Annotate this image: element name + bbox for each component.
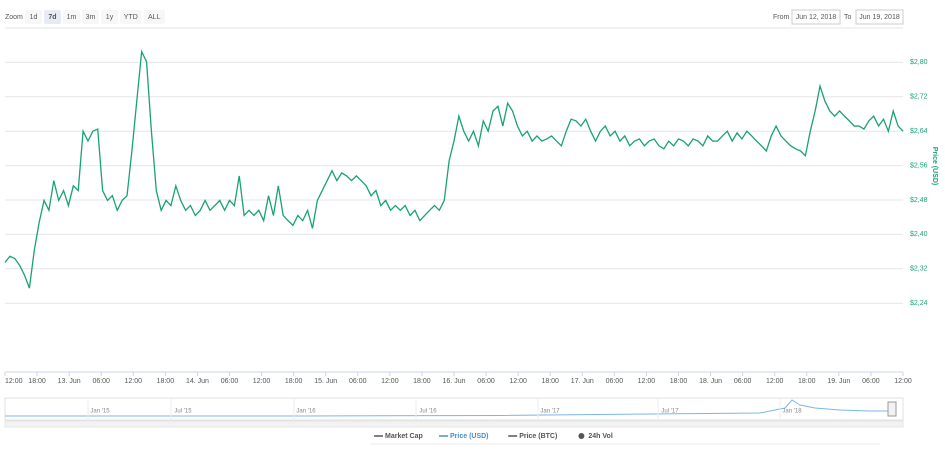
zoom-button-label: 1d	[30, 14, 38, 21]
zoom-button[interactable]	[120, 10, 142, 24]
y-tick-label: $2,32	[910, 266, 928, 273]
x-tick-label: 18:00	[28, 378, 46, 385]
y-tick-label: $2,24	[910, 300, 928, 307]
legend-label[interactable]: 24h Vol	[588, 433, 612, 440]
legend-label[interactable]: Price (USD)	[450, 433, 489, 440]
x-tick-label: 06:00	[92, 378, 110, 385]
zoom-button-label: 3m	[86, 14, 96, 21]
x-tick-label: 12:00	[509, 378, 527, 385]
zoom-button[interactable]	[63, 10, 80, 24]
zoom-button-label: YTD	[124, 14, 138, 21]
x-tick-label: 12:00	[894, 378, 912, 385]
x-tick-label: 06:00	[477, 378, 495, 385]
zoom-button-label: ALL	[148, 14, 161, 21]
legend-label[interactable]: Price (BTC)	[519, 433, 557, 440]
zoom-button-label: 1y	[106, 14, 114, 21]
from-input[interactable]	[791, 9, 841, 25]
navigator-label: Jan '18	[782, 409, 802, 415]
x-tick-label: 12:00	[5, 378, 23, 385]
price-line	[4, 49, 904, 289]
from-value: Jun 12, 2018	[796, 14, 837, 21]
x-tick-label: 06:00	[606, 378, 624, 385]
y-tick-label: $2,72	[910, 94, 928, 101]
zoom-button-label: 7d	[48, 14, 56, 21]
y-tick-label: $2,48	[910, 197, 928, 204]
navigator-label: Jan '17	[540, 409, 560, 415]
x-tick-label: 15. Jun	[314, 378, 337, 385]
x-tick-label: 18:00	[541, 378, 559, 385]
navigator-label: Jul '15	[174, 409, 192, 415]
legend-label[interactable]: Market Cap	[385, 433, 423, 440]
x-tick-label: 12:00	[638, 378, 656, 385]
navigator-label: Jan '15	[90, 409, 110, 415]
to-value: Jun 19, 2018	[859, 14, 900, 21]
zoom-button[interactable]	[44, 10, 61, 24]
x-tick-label: 12:00	[253, 378, 271, 385]
navigator-handle[interactable]	[887, 401, 897, 417]
x-tick-label: 19. Jun	[827, 378, 850, 385]
zoom-button-label: 1m	[67, 14, 77, 21]
from-label: From	[773, 14, 790, 21]
scrollbar[interactable]	[4, 420, 904, 428]
x-tick-label: 18:00	[157, 378, 175, 385]
zoom-button[interactable]	[82, 10, 99, 24]
x-tick-label: 18:00	[413, 378, 431, 385]
x-tick-label: 17. Jun	[571, 378, 594, 385]
x-tick-label: 18:00	[670, 378, 688, 385]
navigator-line	[5, 399, 890, 417]
x-tick-label: 16. Jun	[443, 378, 466, 385]
navigator-label: Jul '17	[661, 409, 679, 415]
legend-symbol	[578, 433, 585, 439]
x-tick-label: 12:00	[381, 378, 399, 385]
navigator-label: Jul '16	[419, 409, 437, 415]
zoom-button[interactable]	[101, 10, 118, 24]
x-tick-label: 12:00	[766, 378, 784, 385]
to-input[interactable]	[855, 9, 904, 25]
x-tick-label: 18:00	[285, 378, 303, 385]
x-tick-label: 06:00	[862, 378, 880, 385]
x-tick-label: 12:00	[125, 378, 143, 385]
y-tick-label: $2,40	[910, 231, 928, 238]
x-tick-label: 06:00	[734, 378, 752, 385]
x-tick-label: 06:00	[349, 378, 367, 385]
zoom-label: Zoom	[5, 14, 23, 21]
x-tick-label: 06:00	[221, 378, 239, 385]
navigator-label: Jan '16	[296, 409, 316, 415]
x-tick-label: 18:00	[798, 378, 816, 385]
zoom-button[interactable]	[143, 10, 166, 24]
y-tick-label: $2,64	[910, 128, 928, 135]
x-tick-label: 14. Jun	[186, 378, 209, 385]
navigator	[4, 397, 904, 421]
y-tick-label: $2,56	[910, 162, 928, 169]
zoom-button[interactable]	[25, 10, 42, 24]
y-tick-label: $2,80	[910, 59, 928, 66]
x-tick-label: 18. Jun	[699, 378, 722, 385]
to-label: To	[844, 14, 852, 21]
y-axis-title: Price (USD)	[931, 147, 938, 186]
x-tick-label: 13. Jun	[58, 378, 81, 385]
